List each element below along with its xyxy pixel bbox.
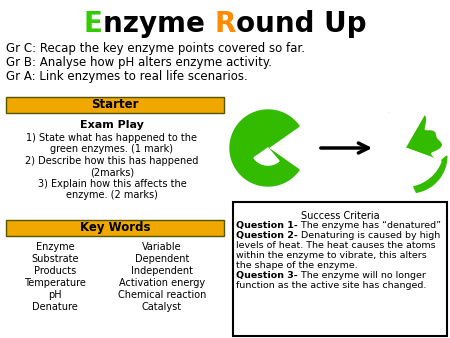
- Polygon shape: [413, 156, 447, 192]
- Text: levels of heat. The heat causes the atoms: levels of heat. The heat causes the atom…: [236, 241, 436, 250]
- Text: Activation energy: Activation energy: [119, 278, 205, 288]
- Text: Denaturing is caused by high: Denaturing is caused by high: [298, 231, 440, 240]
- Text: Dependent: Dependent: [135, 254, 189, 264]
- Text: Chemical reaction: Chemical reaction: [118, 290, 206, 300]
- Polygon shape: [367, 110, 441, 186]
- Text: Catalyst: Catalyst: [142, 302, 182, 312]
- Text: Temperature: Temperature: [24, 278, 86, 288]
- FancyBboxPatch shape: [6, 97, 224, 113]
- Polygon shape: [254, 148, 279, 165]
- Text: ound Up: ound Up: [236, 10, 366, 38]
- Polygon shape: [230, 110, 299, 186]
- Text: The enzyme will no longer: The enzyme will no longer: [297, 271, 426, 280]
- Text: the shape of the enzyme.: the shape of the enzyme.: [236, 261, 358, 270]
- Text: Variable: Variable: [142, 242, 182, 252]
- Text: Question 3-: Question 3-: [236, 271, 297, 280]
- Text: The enzyme has “denatured”: The enzyme has “denatured”: [298, 221, 441, 230]
- FancyBboxPatch shape: [233, 202, 447, 336]
- Text: Denature: Denature: [32, 302, 78, 312]
- Text: Enzyme: Enzyme: [36, 242, 74, 252]
- Text: Exam Play: Exam Play: [80, 120, 144, 130]
- Text: function as the active site has changed.: function as the active site has changed.: [236, 281, 427, 290]
- Text: Gr A: Link enzymes to real life scenarios.: Gr A: Link enzymes to real life scenario…: [6, 70, 248, 83]
- Text: Gr C: Recap the key enzyme points covered so far.: Gr C: Recap the key enzyme points covere…: [6, 42, 305, 55]
- Text: pH: pH: [48, 290, 62, 300]
- Text: (2marks): (2marks): [90, 168, 134, 177]
- Polygon shape: [368, 113, 441, 185]
- Text: green enzymes. (1 mark): green enzymes. (1 mark): [50, 145, 174, 154]
- Text: Independent: Independent: [131, 266, 193, 276]
- Text: 1) State what has happened to the: 1) State what has happened to the: [27, 133, 198, 143]
- FancyBboxPatch shape: [6, 220, 224, 236]
- Text: Success Criteria: Success Criteria: [301, 211, 379, 221]
- Text: nzyme: nzyme: [103, 10, 214, 38]
- Text: R: R: [214, 10, 236, 38]
- Text: enzyme. (2 marks): enzyme. (2 marks): [66, 191, 158, 200]
- Text: Substrate: Substrate: [31, 254, 79, 264]
- Text: E: E: [84, 10, 103, 38]
- Polygon shape: [405, 148, 432, 175]
- Text: 3) Explain how this affects the: 3) Explain how this affects the: [38, 179, 186, 189]
- Text: Key Words: Key Words: [80, 221, 150, 235]
- Text: 2) Describe how this has happened: 2) Describe how this has happened: [25, 156, 199, 166]
- Text: Gr B: Analyse how pH alters enzyme activity.: Gr B: Analyse how pH alters enzyme activ…: [6, 56, 272, 69]
- Text: within the enzyme to vibrate, this alters: within the enzyme to vibrate, this alter…: [236, 251, 427, 260]
- Text: Question 1-: Question 1-: [236, 221, 298, 230]
- Text: Products: Products: [34, 266, 76, 276]
- Text: Starter: Starter: [91, 98, 139, 112]
- Text: Question 2-: Question 2-: [236, 231, 298, 240]
